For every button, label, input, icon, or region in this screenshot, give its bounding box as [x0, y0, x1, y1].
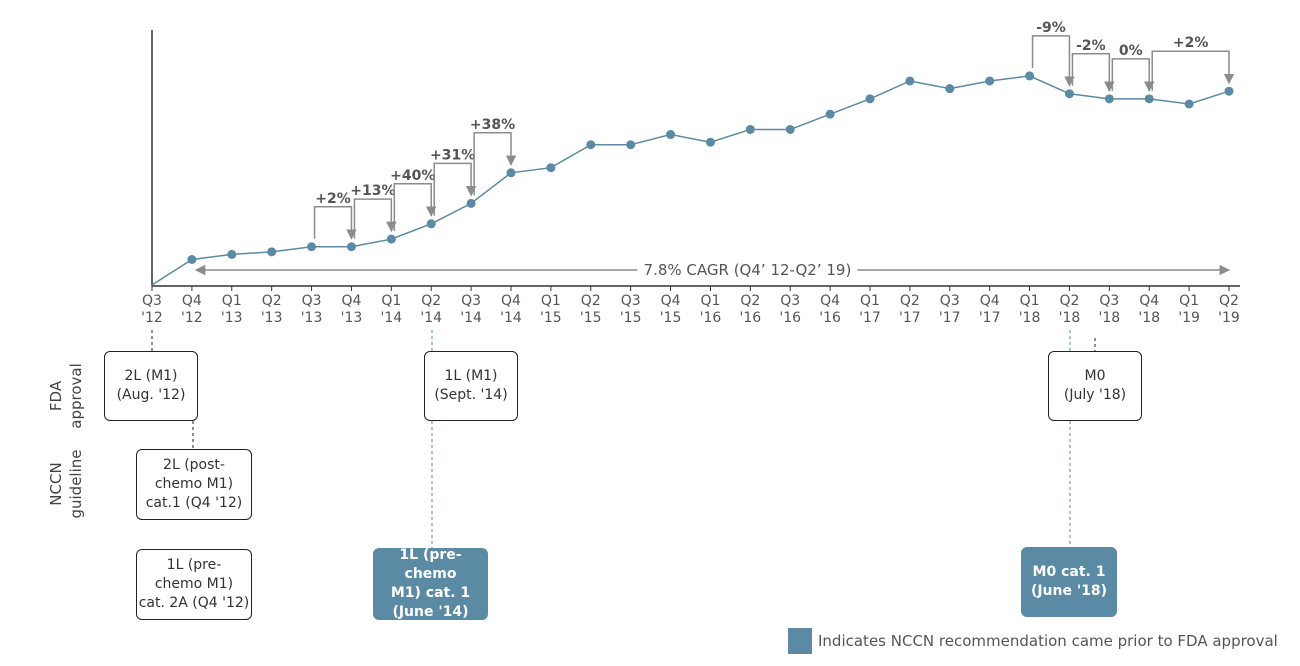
point	[586, 140, 596, 150]
x-tick-label: Q3 '18	[1098, 293, 1121, 326]
fda-box: M0 (July '18)	[1048, 351, 1142, 421]
x-tick-label: Q3 '14	[460, 293, 482, 326]
x-tick-label: Q1 '19	[1178, 293, 1200, 326]
point	[626, 140, 636, 150]
nccn-box: 2L (post- chemo M1) cat.1 (Q4 '12)	[136, 449, 252, 520]
nccn-prior-box: M0 cat. 1 (June '18)	[1021, 547, 1117, 617]
change-bracket	[1111, 58, 1155, 92]
change-bracket	[473, 132, 517, 196]
cagr-label: 7.8% CAGR (Q4’ 12-Q2’ 19)	[644, 261, 852, 279]
x-tick-label: Q1 '16	[699, 293, 722, 326]
x-tick-label: Q4 '18	[1138, 293, 1161, 326]
x-tick-label: Q2 '16	[739, 293, 762, 326]
x-tick-label: Q4 '12	[181, 293, 203, 326]
point	[227, 249, 237, 259]
x-tick-label: Q4 '15	[659, 293, 682, 326]
point	[1144, 94, 1154, 104]
point	[905, 76, 915, 86]
change-label: +2%	[315, 191, 351, 207]
change-label: +31%	[430, 147, 475, 163]
change-label: 0%	[1119, 43, 1143, 59]
x-tick-label: Q3 '12	[141, 293, 163, 326]
row-label: NCCN guideline	[47, 449, 85, 519]
point	[1104, 94, 1114, 104]
point	[985, 76, 995, 86]
x-tick-label: Q2 '14	[420, 293, 443, 326]
change-bracket	[393, 183, 437, 232]
point	[785, 124, 795, 134]
change-bracket	[433, 162, 477, 216]
change-label: +38%	[470, 117, 515, 133]
cagr-label-bg	[637, 260, 858, 280]
x-tick-label: Q1 '13	[220, 293, 243, 326]
point	[307, 242, 317, 252]
point	[386, 234, 396, 244]
point	[466, 198, 476, 208]
point	[705, 137, 715, 147]
x-tick-label: Q2 '13	[260, 293, 283, 326]
nccn-box: 1L (pre- chemo M1) cat. 2A (Q4 '12)	[136, 549, 252, 620]
change-label: +2%	[1173, 35, 1209, 51]
change-label: -9%	[1036, 20, 1066, 36]
point	[267, 247, 277, 257]
x-tick-label: Q4 '16	[819, 293, 841, 326]
change-bracket	[1151, 50, 1235, 91]
x-tick-label: Q3 '17	[938, 293, 961, 326]
x-tick-label: Q1 '14	[380, 293, 403, 326]
point	[945, 84, 955, 94]
point	[1064, 89, 1074, 99]
point	[745, 124, 755, 134]
legend-swatch	[788, 628, 812, 654]
change-bracket	[1031, 35, 1075, 87]
point	[346, 242, 356, 252]
x-tick-label: Q3 '16	[779, 293, 802, 326]
point	[666, 130, 676, 140]
change-bracket	[1071, 53, 1115, 92]
legend-text: Indicates NCCN recommendation came prior…	[818, 632, 1278, 650]
fda-box: 2L (M1) (Aug. '12)	[104, 351, 198, 421]
x-tick-label: Q4 '13	[340, 293, 363, 326]
x-tick-label: Q3 '13	[300, 293, 323, 326]
point	[1224, 86, 1234, 96]
point	[1184, 99, 1194, 109]
change-bracket	[353, 198, 397, 239]
change-bracket	[313, 206, 357, 240]
x-tick-label: Q2 '15	[579, 293, 602, 326]
line	[151, 75, 1230, 286]
x-tick-label: Q1 '15	[540, 293, 562, 326]
x-tick-label: Q2 '17	[899, 293, 921, 326]
point	[825, 109, 835, 119]
point	[426, 219, 436, 229]
change-label: +40%	[390, 168, 435, 184]
point	[187, 255, 197, 264]
x-tick-label: Q1 '17	[859, 293, 881, 326]
point	[546, 163, 556, 173]
change-label: -2%	[1076, 38, 1106, 54]
fda-box: 1L (M1) (Sept. '14)	[424, 351, 518, 421]
x-tick-label: Q4 '17	[978, 293, 1001, 326]
point	[506, 168, 516, 178]
change-label: +13%	[350, 183, 395, 199]
x-tick-label: Q1 '18	[1018, 293, 1041, 326]
x-tick-label: Q3 '15	[619, 293, 642, 326]
x-tick-label: Q2 '18	[1058, 293, 1081, 326]
x-tick-label: Q4 '14	[500, 293, 522, 326]
x-tick-label: Q2 '19	[1218, 293, 1240, 326]
point	[865, 94, 875, 104]
point	[1025, 71, 1035, 81]
nccn-prior-box: 1L (pre-chemo M1) cat. 1 (June '14)	[373, 547, 488, 620]
